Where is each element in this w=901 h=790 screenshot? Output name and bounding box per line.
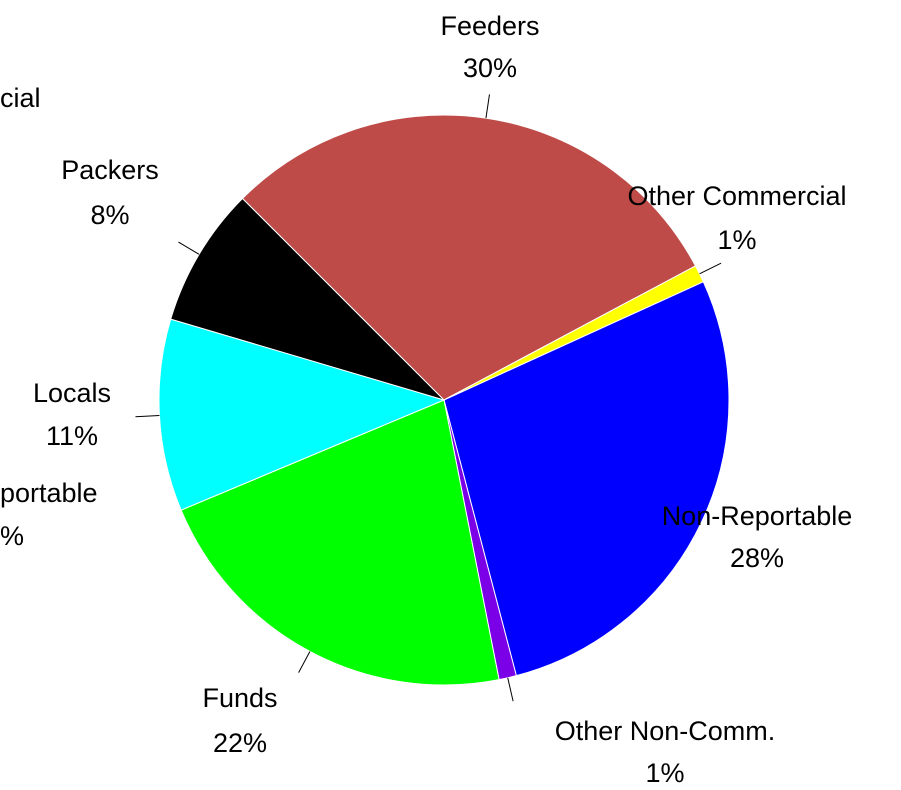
pie-slice [170, 197, 445, 401]
slice-label: Feeders [440, 11, 539, 41]
slice-value-label: 1% [645, 758, 684, 788]
slice-label: Non-Reportable [662, 501, 853, 531]
slice-label: Funds [202, 683, 277, 713]
pie-slice [241, 114, 697, 401]
slice-label: Locals [33, 378, 111, 408]
leader-line [298, 651, 311, 673]
clipped-label: portable [0, 478, 98, 508]
slice-value-label: 30% [463, 53, 517, 83]
slice-value-label: 1% [717, 225, 756, 255]
pie-slice [443, 281, 730, 677]
leader-line [699, 262, 722, 275]
slice-label: Other Non-Comm. [555, 716, 776, 746]
slice-value-label: 22% [213, 728, 267, 758]
leader-line [178, 241, 200, 255]
slice-value-label: 11% [46, 421, 98, 451]
slice-label: Packers [61, 155, 159, 185]
leader-line [485, 94, 490, 119]
clipped-label: cial [0, 83, 41, 113]
slice-label: Other Commercial [627, 181, 846, 211]
clipped-label: % [0, 521, 24, 551]
slice-value-label: 28% [730, 543, 784, 573]
leader-line [507, 677, 514, 702]
slice-value-label: 8% [90, 200, 129, 230]
leader-line [135, 415, 160, 418]
